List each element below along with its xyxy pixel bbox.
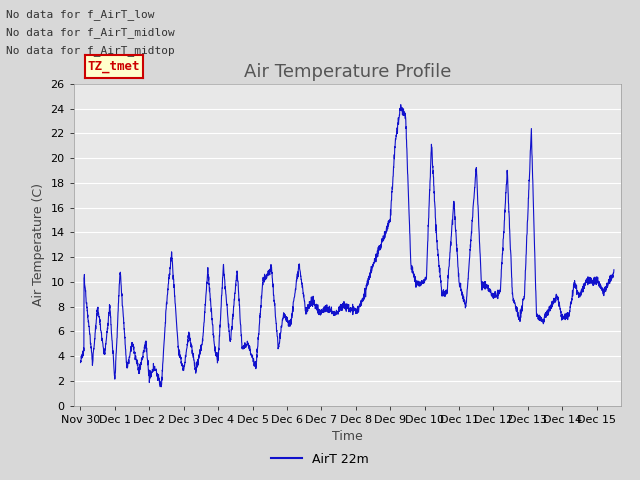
Legend: AirT 22m: AirT 22m: [266, 448, 374, 471]
Text: No data for f_AirT_midlow: No data for f_AirT_midlow: [6, 27, 175, 38]
Text: No data for f_AirT_midtop: No data for f_AirT_midtop: [6, 45, 175, 56]
Title: Air Temperature Profile: Air Temperature Profile: [243, 63, 451, 81]
Y-axis label: Air Temperature (C): Air Temperature (C): [32, 183, 45, 306]
X-axis label: Time: Time: [332, 430, 363, 443]
Text: No data for f_AirT_low: No data for f_AirT_low: [6, 9, 155, 20]
Text: TZ_tmet: TZ_tmet: [88, 60, 140, 73]
